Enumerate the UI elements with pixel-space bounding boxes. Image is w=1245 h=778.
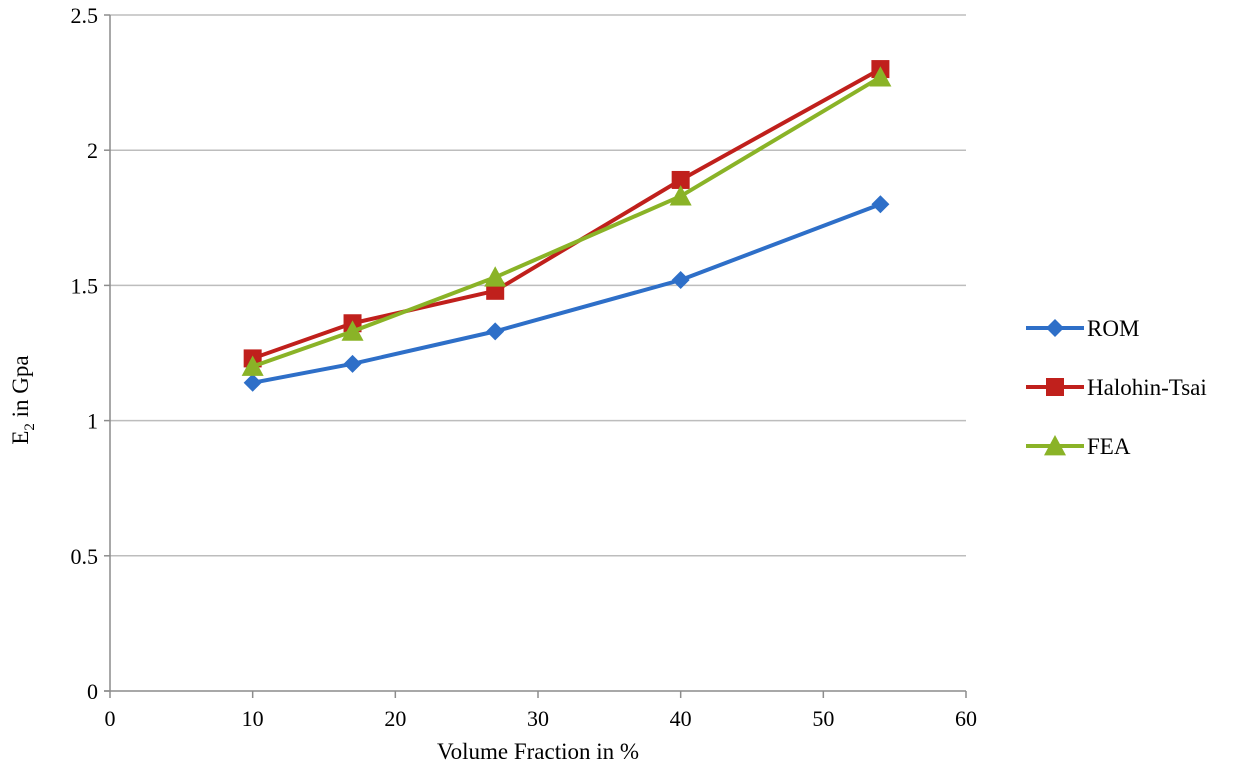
legend-item-fea: FEA [1026,434,1131,459]
data-point-rom-0 [243,373,262,392]
legend-label-halohin-tsai: Halohin-Tsai [1087,375,1207,400]
y-tick-label-1: 1 [87,409,98,434]
data-point-rom-4 [871,195,890,214]
series-halohin-tsai [243,60,890,368]
legend-swatch-marker-rom [1046,319,1064,337]
legend-item-rom: ROM [1026,316,1139,341]
data-point-fea-4 [869,66,892,87]
legend-swatch-marker-halohin-tsai [1046,378,1064,396]
data-point-halohin-tsai-3 [671,170,690,189]
data-point-fea-0 [241,355,264,376]
legend: ROM Halohin-Tsai FEA [1026,316,1207,459]
y-tick-label-0: 0 [87,679,98,704]
series-fea [241,66,892,376]
data-point-rom-2 [486,322,505,341]
x-tick-label-30: 30 [527,706,549,731]
x-tick-label-60: 60 [955,706,977,731]
x-tick-labels: 0 10 20 30 40 50 60 [105,706,978,731]
x-tick-label-20: 20 [384,706,406,731]
x-tick-label-50: 50 [812,706,834,731]
y-tick-label-0.5: 0.5 [71,544,99,569]
y-axis-title-subscript: 2 [22,423,38,431]
legend-item-halohin-tsai: Halohin-Tsai [1026,375,1207,400]
data-point-rom-1 [343,354,362,373]
x-axis-title: Volume Fraction in % [437,739,639,764]
data-point-rom-3 [671,270,690,289]
x-tick-label-40: 40 [670,706,692,731]
y-tick-label-1.5: 1.5 [71,273,99,298]
series-line-rom [252,202,882,385]
y-tick-label-2: 2 [87,138,98,163]
data-point-fea-2 [484,266,507,287]
x-tick-label-10: 10 [242,706,264,731]
y-axis-title: E2 in Gpa [8,355,38,444]
legend-swatch-marker-fea [1044,435,1066,456]
series-rom [243,195,890,392]
y-axis-title-base: E [8,431,33,445]
y-tick-labels: 0 0.5 1 1.5 2 2.5 [71,3,99,704]
data-point-fea-3 [669,185,692,206]
series-group [241,60,892,392]
axes [104,14,967,698]
x-tick-label-0: 0 [105,706,116,731]
y-tick-label-2.5: 2.5 [71,3,99,28]
data-point-fea-1 [341,320,364,341]
gridlines [110,14,966,557]
legend-label-rom: ROM [1087,316,1139,341]
legend-label-fea: FEA [1087,434,1131,459]
y-axis-title-rest: in Gpa [8,355,33,423]
